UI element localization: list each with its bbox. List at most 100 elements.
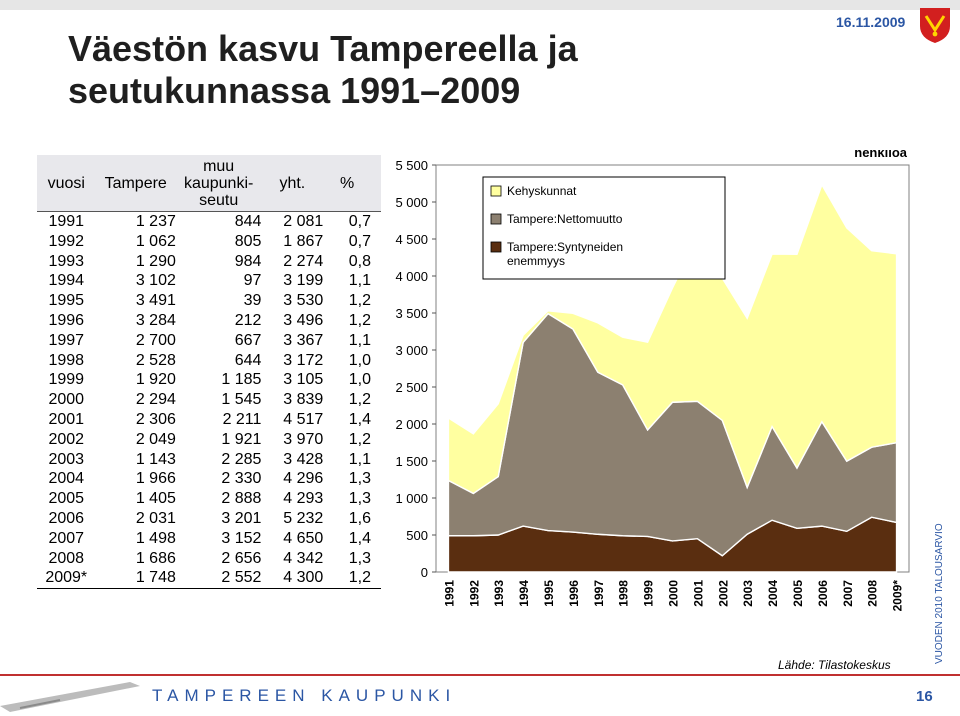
table-row: 1991 1 237 844 2 081 0,7 xyxy=(37,210,381,232)
table-row: 2008 1 686 2 656 4 342 1,3 xyxy=(37,549,381,569)
cell-tampere: 1 686 xyxy=(135,549,176,567)
cell-percent: 1,2 xyxy=(348,311,371,329)
table-row: 1994 3 102 97 3 199 1,1 xyxy=(37,271,381,291)
cell-total: 5 232 xyxy=(283,509,324,527)
slide-title: Väestön kasvu Tampereella ja seutukunnas… xyxy=(68,28,768,112)
legend-swatch xyxy=(490,241,502,253)
org-name: TAMPEREEN KAUPUNKI xyxy=(152,686,457,705)
city-coat-of-arms-icon xyxy=(920,8,950,43)
cell-percent: 1,4 xyxy=(348,410,371,428)
cell-total: 4 650 xyxy=(283,529,324,547)
cell-percent: 1,0 xyxy=(348,371,371,389)
y-tick-label: 4 500 xyxy=(395,232,428,247)
cell-year: 1996 xyxy=(48,311,85,329)
x-tick-label: 2005 xyxy=(791,580,805,607)
cell-other: 844 xyxy=(175,210,262,232)
cell-tampere: 2 031 xyxy=(135,509,176,527)
cell-year: 2005 xyxy=(48,490,85,508)
cell-tampere: 2 700 xyxy=(135,331,176,349)
y-tick-label: 5 000 xyxy=(395,195,428,210)
side-label: VUODEN 2010 TALOUSARVIO xyxy=(934,523,945,664)
cell-tampere: 1 498 xyxy=(135,529,176,547)
table-row: 2000 2 294 1 545 3 839 1,2 xyxy=(37,390,381,410)
page-number: 16 xyxy=(916,688,933,705)
pen-decoration-icon xyxy=(0,682,140,712)
cell-percent: 1,3 xyxy=(348,490,371,508)
footer xyxy=(0,676,960,716)
table-row: 2003 1 143 2 285 3 428 1,1 xyxy=(37,450,381,470)
y-tick-label: 1 000 xyxy=(395,491,428,506)
table-row: 1998 2 528 644 3 172 1,0 xyxy=(37,351,381,371)
header-year: vuosi xyxy=(37,155,96,212)
cell-tampere: 1 062 xyxy=(135,232,176,250)
header-other: muu kaupunki-seutu xyxy=(175,155,262,212)
x-tick-label: 2008 xyxy=(866,580,880,607)
cell-other: 1 185 xyxy=(221,371,262,389)
title-line-1: Väestön kasvu Tampereella ja xyxy=(68,28,578,69)
x-tick-label: 2006 xyxy=(816,580,830,607)
table-row: 1996 3 284 212 3 496 1,2 xyxy=(37,311,381,331)
cell-total: 2 274 xyxy=(283,252,324,270)
top-bar xyxy=(0,0,960,10)
cell-percent: 0,8 xyxy=(348,252,371,270)
x-tick-label: 1993 xyxy=(492,580,506,607)
cell-total: 3 367 xyxy=(283,331,324,349)
table-row: 2007 1 498 3 152 4 650 1,4 xyxy=(37,529,381,549)
x-tick-label: 1999 xyxy=(642,580,656,607)
cell-total: 3 428 xyxy=(283,450,324,468)
cell-other: 805 xyxy=(234,232,262,250)
legend-swatch xyxy=(490,213,502,225)
y-tick-label: 4 000 xyxy=(395,269,428,284)
footer-rule xyxy=(0,674,960,676)
table-row: 1992 1 062 805 1 867 0,7 xyxy=(37,232,381,252)
cell-year: 1995 xyxy=(48,292,85,310)
legend-swatch xyxy=(490,185,502,197)
cell-percent: 1,6 xyxy=(348,509,371,527)
cell-year: 2004 xyxy=(48,470,85,488)
source-note: Lähde: Tilastokeskus xyxy=(778,658,891,672)
cell-percent: 1,2 xyxy=(323,568,381,590)
cell-other: 3 152 xyxy=(221,529,262,547)
table-row: 1993 1 290 984 2 274 0,8 xyxy=(37,252,381,272)
cell-other: 97 xyxy=(243,272,262,290)
cell-percent: 0,7 xyxy=(323,210,381,232)
x-tick-label: 1992 xyxy=(467,580,481,607)
x-tick-label: 2004 xyxy=(766,580,780,607)
cell-total: 3 199 xyxy=(283,272,324,290)
cell-percent: 1,4 xyxy=(348,529,371,547)
cell-percent: 1,1 xyxy=(348,272,371,290)
cell-percent: 1,0 xyxy=(348,351,371,369)
cell-year: 2002 xyxy=(48,430,85,448)
cell-total: 4 517 xyxy=(283,410,324,428)
table-row: 2002 2 049 1 921 3 970 1,2 xyxy=(37,430,381,450)
y-tick-label: 3 000 xyxy=(395,343,428,358)
x-tick-label: 2002 xyxy=(716,580,730,607)
legend-label: Kehyskunnat xyxy=(507,184,577,198)
table-row: 1999 1 920 1 185 3 105 1,0 xyxy=(37,370,381,390)
header-tampere: Tampere xyxy=(95,155,176,212)
y-tick-label: 5 500 xyxy=(395,158,428,173)
cell-tampere: 1 748 xyxy=(95,568,176,590)
y-tick-label: 2 000 xyxy=(395,417,428,432)
cell-other: 212 xyxy=(234,311,262,329)
cell-year: 1992 xyxy=(48,232,85,250)
cell-tampere: 1 966 xyxy=(135,470,176,488)
cell-year: 1991 xyxy=(37,210,96,232)
cell-total: 3 970 xyxy=(283,430,324,448)
cell-other: 2 211 xyxy=(222,410,262,428)
area-series-2 xyxy=(447,183,898,495)
population-table-panel: vuosi Tampere muu kaupunki-seutu yht. % … xyxy=(37,155,381,590)
table-row: 1997 2 700 667 3 367 1,1 xyxy=(37,331,381,351)
cell-tampere: 2 306 xyxy=(135,410,176,428)
cell-percent: 1,3 xyxy=(348,470,371,488)
y-tick-label: 2 500 xyxy=(395,380,428,395)
y-tick-label: 3 500 xyxy=(395,306,428,321)
cell-other: 644 xyxy=(234,351,262,369)
cell-tampere: 3 102 xyxy=(135,272,176,290)
cell-other: 667 xyxy=(234,331,262,349)
y-tick-label: 1 500 xyxy=(395,454,428,469)
cell-other: 984 xyxy=(234,252,262,270)
cell-other: 2 285 xyxy=(221,450,262,468)
cell-other: 1 921 xyxy=(221,430,262,448)
header-total: yht. xyxy=(261,155,324,212)
